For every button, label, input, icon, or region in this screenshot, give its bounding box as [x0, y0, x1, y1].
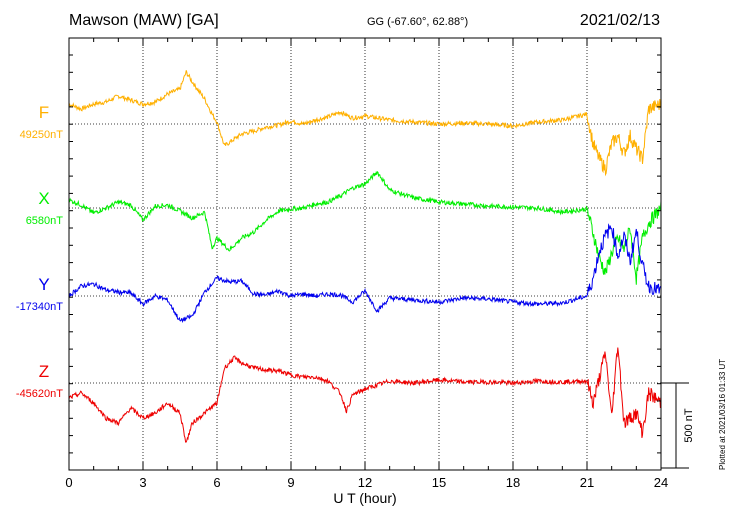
- series-baseline-z: -45620nT: [16, 388, 63, 400]
- x-tick-label: 12: [358, 475, 372, 490]
- series-lines: [68, 70, 662, 443]
- series-name-x: X: [38, 189, 49, 208]
- series-baseline-f: 49250nT: [20, 129, 64, 141]
- series-name-y: Y: [38, 275, 49, 294]
- scale-bar-label: 500 nT: [683, 408, 695, 443]
- grid-lines: [69, 38, 661, 470]
- x-tick-label: 15: [432, 475, 446, 490]
- series-line-x: [68, 170, 662, 285]
- axes: 0 3 6 9 12 15 18 21 24: [65, 38, 668, 490]
- series-baseline-y: -17340nT: [16, 301, 63, 313]
- series-line-z: [68, 347, 662, 443]
- plot-frame: [68, 37, 662, 471]
- x-tick-label: 24: [654, 475, 668, 490]
- geographic-coordinates: GG (-67.60°, 62.88°): [367, 16, 469, 28]
- series-labels: F 49250nT X 6580nT Y -17340nT Z -45620nT: [16, 103, 63, 400]
- series-name-f: F: [39, 103, 49, 122]
- x-tick-label: 0: [65, 475, 72, 490]
- x-tick-label: 9: [287, 475, 294, 490]
- series-baseline-x: 6580nT: [26, 215, 64, 227]
- station-title: Mawson (MAW) [GA]: [69, 12, 219, 29]
- x-axis-label: U T (hour): [333, 490, 396, 506]
- scale-bar: 500 nT: [661, 382, 695, 469]
- series-line-f: [69, 70, 662, 177]
- series-name-z: Z: [39, 362, 49, 381]
- x-tick-label: 6: [213, 475, 220, 490]
- date-label: 2021/02/13: [579, 12, 660, 29]
- x-tick-label: 18: [506, 475, 520, 490]
- series-line-y: [68, 223, 662, 324]
- x-tick-label: 3: [139, 475, 146, 490]
- x-tick-label: 21: [580, 475, 594, 490]
